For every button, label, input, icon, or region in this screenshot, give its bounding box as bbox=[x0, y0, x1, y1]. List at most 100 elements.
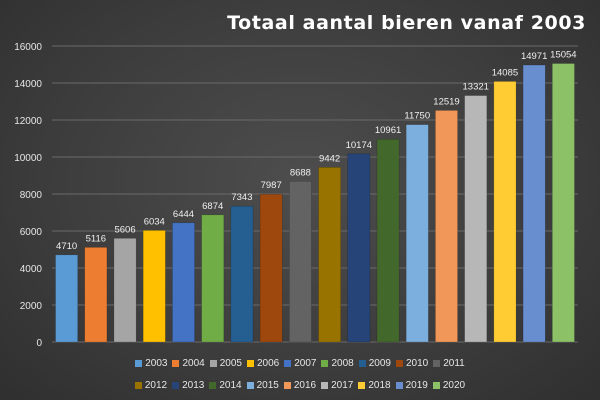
legend-label: 2013 bbox=[182, 380, 205, 391]
data-label: 10174 bbox=[346, 140, 372, 151]
bar-2012 bbox=[318, 167, 342, 343]
legend-label: 2012 bbox=[144, 380, 168, 391]
chart-title: Totaal aantal bieren vanaf 2003 bbox=[227, 12, 586, 34]
legend-swatch bbox=[172, 360, 180, 367]
legend-label: 2014 bbox=[219, 380, 242, 391]
data-label: 5116 bbox=[86, 233, 106, 244]
legend-label: 2003 bbox=[145, 358, 168, 369]
bar-2005 bbox=[113, 237, 137, 343]
legend-label: 2011 bbox=[443, 358, 465, 369]
legend-label: 2004 bbox=[182, 358, 205, 369]
legend-item-2007: 2007 bbox=[284, 358, 316, 369]
legend-swatch bbox=[135, 360, 143, 367]
legend-label: 2018 bbox=[368, 380, 391, 391]
y-tick-label: 6000 bbox=[20, 227, 43, 238]
data-label: 13321 bbox=[463, 82, 489, 93]
bars bbox=[55, 63, 575, 343]
legend-label: 2008 bbox=[331, 358, 354, 369]
bar-2011 bbox=[288, 180, 312, 343]
y-tick-label: 12000 bbox=[14, 116, 42, 127]
legend-swatch bbox=[432, 382, 440, 389]
data-label: 5606 bbox=[114, 224, 135, 235]
data-label: 4710 bbox=[56, 241, 77, 252]
data-label: 8688 bbox=[290, 167, 311, 178]
legend-swatch bbox=[358, 382, 366, 389]
data-label: 6034 bbox=[144, 216, 165, 227]
data-label: 7987 bbox=[261, 180, 282, 191]
legend-item-2016: 2016 bbox=[283, 380, 317, 391]
legend-item-2013: 2013 bbox=[172, 380, 204, 391]
legend-label: 2017 bbox=[331, 380, 354, 391]
legend-label: 2020 bbox=[442, 380, 466, 391]
legend-swatch bbox=[395, 360, 403, 367]
bar-2018 bbox=[493, 81, 517, 343]
bar-2003 bbox=[55, 254, 79, 343]
legend-item-2014: 2014 bbox=[209, 380, 242, 391]
legend-item-2008: 2008 bbox=[321, 358, 354, 369]
bar-2019 bbox=[522, 64, 546, 343]
legend-label: 2005 bbox=[219, 358, 242, 369]
legend-swatch bbox=[395, 382, 403, 389]
legend-swatch bbox=[246, 382, 254, 389]
y-tick-label: 10000 bbox=[14, 153, 42, 164]
legend-swatch bbox=[209, 382, 217, 389]
legend-item-2010: 2010 bbox=[395, 358, 429, 369]
data-label: 7343 bbox=[231, 192, 252, 203]
legend-swatch bbox=[321, 382, 329, 389]
data-label: 14971 bbox=[521, 51, 547, 62]
legend-label: 2016 bbox=[293, 380, 317, 391]
data-label: 6444 bbox=[173, 209, 194, 220]
legend-swatch bbox=[134, 382, 142, 389]
legend-label: 2019 bbox=[405, 380, 428, 391]
legend-swatch bbox=[172, 382, 180, 389]
legend-swatch bbox=[433, 360, 441, 367]
legend-row-2: 2012 2013 2014 2015 2016 2017 2018 2019 2020 bbox=[0, 380, 600, 391]
y-tick-label: 0 bbox=[36, 338, 42, 349]
legend-label: 2010 bbox=[405, 358, 429, 369]
legend-swatch bbox=[284, 360, 292, 367]
gridlines bbox=[52, 45, 578, 343]
legend-item-2019: 2019 bbox=[395, 380, 428, 391]
legend-item-2018: 2018 bbox=[358, 380, 391, 391]
legend-row-1: 2003 2004 2005 2006 2007 2008 2009 2010 2011 bbox=[0, 358, 600, 369]
bar-2016 bbox=[435, 110, 458, 343]
data-labels: 4710 5116 5606 6034 6444 6874 7343 7987 8688 9442… bbox=[56, 50, 577, 252]
bar-2010 bbox=[259, 193, 283, 343]
legend-item-2009: 2009 bbox=[358, 358, 391, 369]
bar-2020 bbox=[551, 63, 575, 343]
legend-swatch bbox=[283, 382, 291, 389]
legend-label: 2009 bbox=[368, 358, 391, 369]
bar-2009 bbox=[230, 205, 254, 343]
data-label: 6874 bbox=[202, 201, 223, 212]
bar-2004 bbox=[84, 247, 108, 343]
legend-item-2011: 2011 bbox=[433, 358, 465, 369]
y-tick-label: 14000 bbox=[14, 79, 42, 90]
legend-item-2017: 2017 bbox=[321, 380, 353, 391]
bar-2008 bbox=[201, 214, 225, 343]
y-tick-label: 2000 bbox=[20, 301, 43, 312]
bar-2006 bbox=[142, 230, 166, 343]
bar-2007 bbox=[172, 222, 195, 343]
legend-swatch bbox=[358, 360, 366, 367]
legend-item-2012: 2012 bbox=[134, 380, 168, 391]
data-label: 12519 bbox=[433, 96, 459, 107]
legend-item-2020: 2020 bbox=[432, 380, 466, 391]
legend-swatch bbox=[246, 360, 254, 367]
data-label: 10961 bbox=[375, 125, 401, 136]
data-label: 15054 bbox=[550, 50, 576, 61]
legend-item-2003: 2003 bbox=[135, 358, 167, 369]
legend-swatch bbox=[321, 360, 329, 367]
bar-2017 bbox=[464, 95, 488, 343]
data-label: 9442 bbox=[319, 153, 340, 164]
legend-item-2015: 2015 bbox=[246, 380, 279, 391]
bar-chart: 0 2000 4000 6000 8000 10000 12000 14000 16000 47… bbox=[14, 42, 578, 349]
y-axis-tick-labels: 0 2000 4000 6000 8000 10000 12000 14000 16000 bbox=[14, 42, 42, 349]
y-tick-label: 4000 bbox=[20, 264, 43, 275]
data-label: 14085 bbox=[492, 67, 518, 78]
y-tick-label: 16000 bbox=[14, 42, 42, 53]
bar-2013 bbox=[347, 153, 371, 343]
y-tick-label: 8000 bbox=[20, 190, 43, 201]
legend-item-2004: 2004 bbox=[172, 358, 205, 369]
legend-item-2005: 2005 bbox=[209, 358, 242, 369]
legend-label: 2006 bbox=[256, 358, 280, 369]
